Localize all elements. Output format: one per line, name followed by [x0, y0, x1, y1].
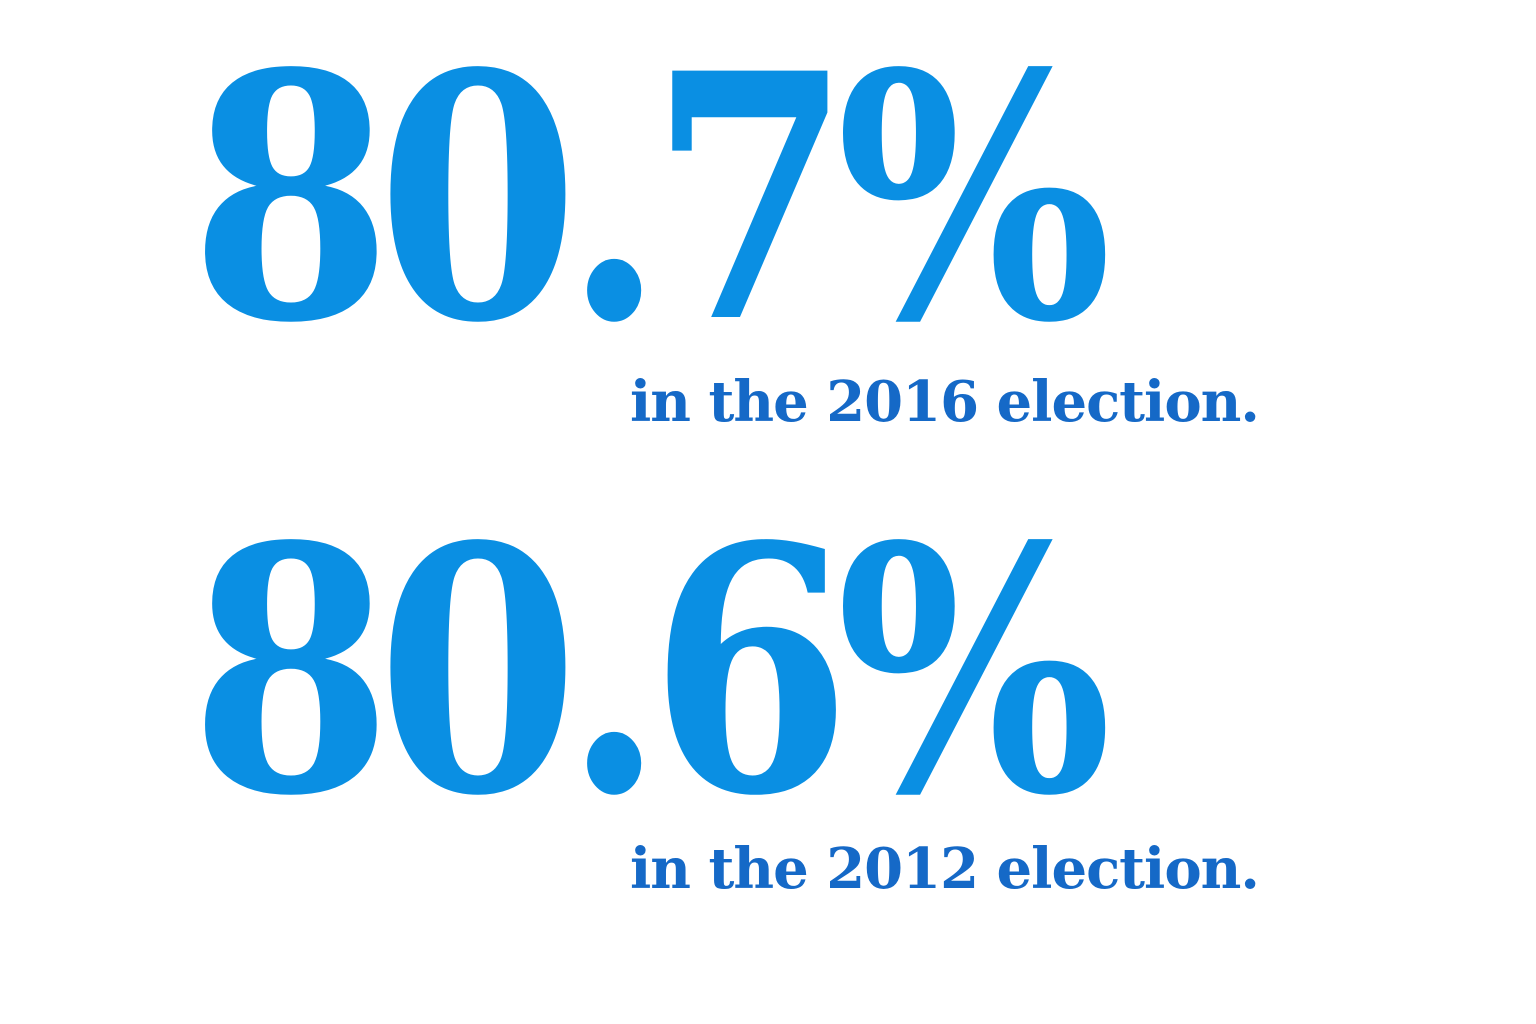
caption-2012: in the 2012 election. [630, 836, 1260, 902]
caption-2016: in the 2016 election. [630, 369, 1260, 435]
percentage-2012: 80.6% [190, 473, 1112, 870]
percentage-2016: 80.7% [190, 0, 1112, 397]
